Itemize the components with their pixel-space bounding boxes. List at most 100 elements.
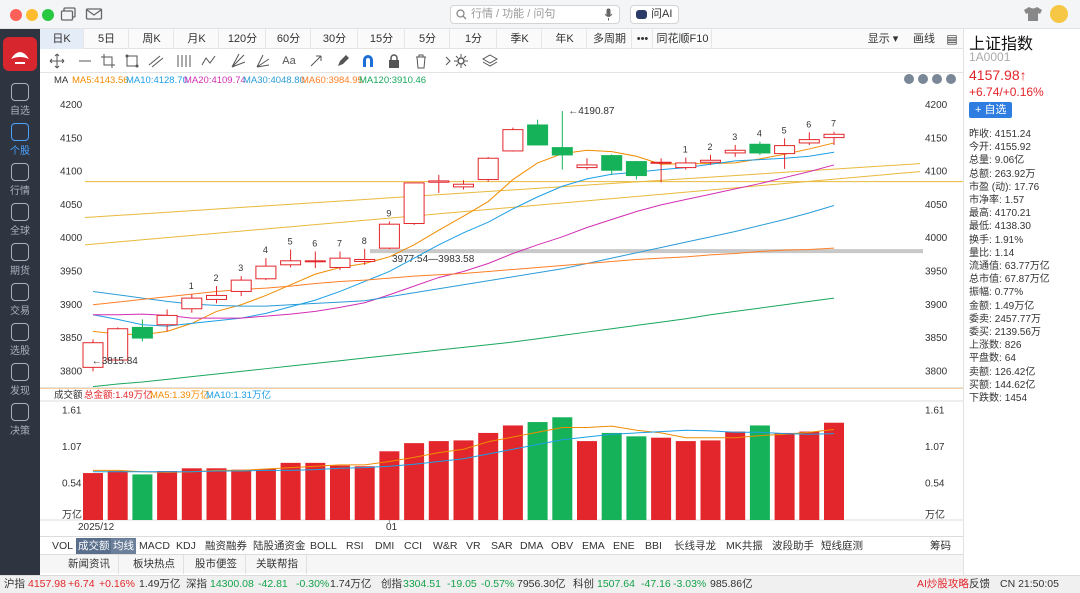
candle[interactable] bbox=[181, 294, 203, 313]
close-window-button[interactable] bbox=[10, 9, 22, 21]
volume-bar[interactable] bbox=[330, 465, 350, 520]
indicator-tab-22[interactable]: 短线庭测 bbox=[821, 540, 863, 552]
tab-period-6[interactable]: 30分 bbox=[312, 29, 358, 49]
tab-period-12[interactable]: 多周期 bbox=[588, 29, 632, 49]
line-segment-icon[interactable] bbox=[77, 53, 93, 69]
lock-icon[interactable] bbox=[386, 53, 402, 69]
parallel-channel-icon[interactable] bbox=[148, 53, 164, 69]
indicator-tab-7[interactable]: BOLL bbox=[310, 540, 337, 552]
candle[interactable] bbox=[428, 174, 450, 193]
volume-bar[interactable] bbox=[255, 468, 276, 520]
volume-bar[interactable] bbox=[83, 473, 103, 520]
indicator-tab-13[interactable]: SAR bbox=[491, 540, 513, 552]
volume-bar[interactable] bbox=[206, 468, 227, 520]
candle[interactable] bbox=[107, 327, 129, 361]
volume-bar[interactable] bbox=[379, 451, 400, 520]
indicator-tab-18[interactable]: BBI bbox=[645, 540, 662, 552]
volume-bar[interactable] bbox=[626, 436, 647, 520]
add-to-watchlist-button[interactable]: + 自选 bbox=[969, 102, 1013, 118]
volume-bar[interactable] bbox=[552, 417, 573, 520]
minimize-window-button[interactable] bbox=[26, 9, 38, 21]
news-tab-0[interactable]: 新闻资讯 bbox=[60, 555, 119, 574]
chevron-icon[interactable] bbox=[440, 53, 456, 69]
indicator-tab-2[interactable]: 均线 bbox=[111, 538, 136, 554]
volume-bar[interactable] bbox=[774, 432, 795, 520]
volume-bar[interactable] bbox=[305, 462, 326, 520]
avatar[interactable] bbox=[1050, 5, 1068, 23]
volume-bar[interactable] bbox=[157, 471, 178, 520]
gann-fan-icon[interactable] bbox=[255, 53, 271, 69]
microphone-icon[interactable] bbox=[604, 8, 613, 21]
volume-bar[interactable] bbox=[675, 441, 696, 520]
volume-bar[interactable] bbox=[404, 443, 425, 520]
indicator-tab-1[interactable]: 成交额 bbox=[76, 538, 112, 554]
indicator-tab-3[interactable]: MACD bbox=[139, 540, 170, 552]
candle[interactable] bbox=[551, 111, 573, 170]
sidebar-item-5[interactable]: 交易 bbox=[0, 281, 40, 319]
candle[interactable] bbox=[131, 319, 153, 342]
text-tool-icon[interactable]: Aa bbox=[282, 55, 296, 67]
candle[interactable] bbox=[304, 251, 326, 269]
pitchfork-icon[interactable] bbox=[230, 53, 246, 69]
magnet-icon[interactable] bbox=[360, 53, 376, 69]
sidebar-item-0[interactable]: 自选 bbox=[0, 81, 40, 119]
zoom-window-button[interactable] bbox=[42, 9, 54, 21]
tab-period-10[interactable]: 季K bbox=[498, 29, 542, 49]
candle[interactable] bbox=[206, 286, 227, 304]
tab-period-14[interactable]: 同花顺F10 bbox=[654, 29, 712, 49]
tab-period-13[interactable]: ••• bbox=[633, 29, 653, 49]
tab-period-5[interactable]: 60分 bbox=[267, 29, 311, 49]
tab-period-11[interactable]: 年K bbox=[543, 29, 587, 49]
candle[interactable] bbox=[156, 309, 178, 332]
rectangle-tool-icon[interactable] bbox=[124, 53, 140, 69]
volume-bar[interactable] bbox=[824, 422, 844, 520]
sidebar-item-7[interactable]: 发现 bbox=[0, 361, 40, 399]
window-stack-icon[interactable] bbox=[60, 6, 78, 22]
volume-bar[interactable] bbox=[799, 431, 820, 520]
indicator-tab-0[interactable]: VOL bbox=[52, 540, 74, 552]
volume-bar[interactable] bbox=[280, 462, 301, 520]
volume-bar[interactable] bbox=[231, 469, 252, 520]
settings-gear-icon[interactable] bbox=[453, 53, 469, 69]
indicator-tab-5[interactable]: 融资融券 bbox=[205, 540, 247, 552]
candle[interactable] bbox=[675, 157, 697, 170]
volume-bar[interactable] bbox=[181, 468, 202, 520]
display-menu[interactable]: 显示 ▾ bbox=[867, 33, 899, 45]
crop-icon[interactable] bbox=[100, 53, 116, 69]
candle[interactable] bbox=[724, 144, 746, 157]
news-tab-2[interactable]: 股市便签 bbox=[187, 555, 246, 574]
ask-ai-button[interactable]: 问AI bbox=[630, 5, 680, 24]
search-input[interactable]: 行情 / 功能 / 问句 bbox=[450, 5, 620, 24]
volume-bar[interactable] bbox=[700, 440, 721, 520]
candle[interactable] bbox=[453, 180, 474, 190]
draw-line-button[interactable]: 画线 bbox=[913, 33, 935, 45]
indicator-tab-12[interactable]: VR bbox=[466, 540, 481, 552]
indicator-tab-23[interactable]: 筹码 bbox=[930, 540, 951, 552]
indicator-tab-20[interactable]: MK共振 bbox=[726, 540, 763, 552]
trash-icon[interactable] bbox=[413, 53, 429, 69]
volume-bar[interactable] bbox=[725, 431, 746, 520]
tab-period-9[interactable]: 1分 bbox=[451, 29, 497, 49]
layers-icon[interactable] bbox=[482, 53, 498, 69]
candle[interactable] bbox=[354, 248, 376, 265]
candle[interactable] bbox=[601, 154, 623, 175]
tab-period-2[interactable]: 周K bbox=[130, 29, 174, 49]
minimize-panel-icon[interactable] bbox=[904, 74, 914, 84]
volume-bar[interactable] bbox=[453, 440, 474, 520]
candle[interactable] bbox=[774, 138, 796, 169]
candle[interactable] bbox=[329, 251, 351, 271]
fibonacci-icon[interactable] bbox=[176, 53, 192, 69]
tab-period-1[interactable]: 5日 bbox=[85, 29, 129, 49]
volume-bar[interactable] bbox=[577, 441, 597, 520]
indicator-tab-14[interactable]: DMA bbox=[520, 540, 544, 552]
indicator-tab-17[interactable]: ENE bbox=[613, 540, 635, 552]
volume-bar[interactable] bbox=[107, 471, 128, 520]
kline-chart[interactable]: 4200 4200 4150 4150 4100 4100 4050 4050 4000 4000… bbox=[40, 88, 963, 536]
sidebar-item-1[interactable]: 个股 bbox=[0, 121, 40, 159]
volume-bar[interactable] bbox=[749, 425, 770, 520]
volume-bar[interactable] bbox=[651, 437, 672, 520]
tab-period-0[interactable]: 日K bbox=[40, 29, 84, 49]
volume-bar[interactable] bbox=[527, 422, 548, 520]
arrow-tool-icon[interactable] bbox=[308, 53, 324, 69]
volume-bar[interactable] bbox=[132, 474, 153, 520]
